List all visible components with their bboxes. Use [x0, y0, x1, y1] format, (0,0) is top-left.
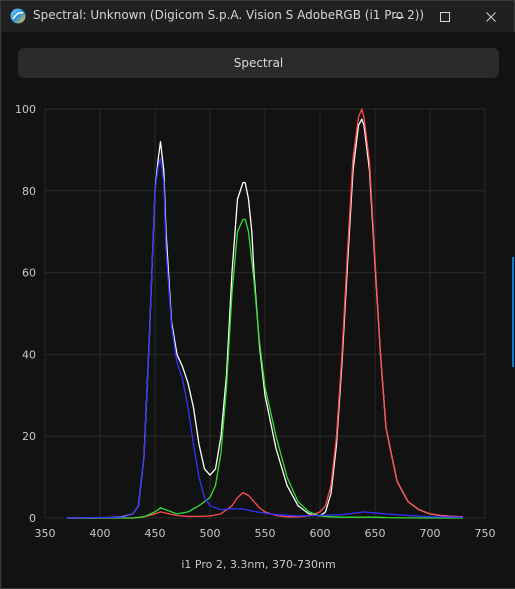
- displaycal-icon: [10, 8, 26, 24]
- x-tick-label: 600: [310, 527, 331, 540]
- content-area: Spectral 350 400 450 500 550 600 650 700 750 0 20 4…: [2, 32, 515, 588]
- y-tick-label: 20: [22, 430, 36, 443]
- minimize-icon: [394, 16, 404, 18]
- spectral-chart: 350 400 450 500 550 600 650 700 750 0 20 40 60 80 100: [15, 103, 496, 540]
- series-line-2: [67, 218, 463, 519]
- x-tick-label: 700: [420, 527, 441, 540]
- side-accent: [512, 257, 514, 367]
- chart-caption: i1 Pro 2, 3.3nm, 370-730nm: [181, 558, 336, 571]
- close-icon: [486, 11, 496, 22]
- y-tick-label: 80: [22, 185, 36, 198]
- maximize-button[interactable]: [422, 1, 468, 32]
- x-tick-label: 350: [35, 527, 56, 540]
- spectral-header-label: Spectral: [233, 56, 284, 70]
- x-tick-label: 650: [365, 527, 386, 540]
- window-title: Spectral: Unknown (Digicom S.p.A. Vision…: [33, 8, 425, 22]
- maximize-icon: [440, 11, 450, 22]
- y-tick-label: 100: [15, 103, 36, 116]
- x-tick-label: 550: [255, 527, 276, 540]
- spectral-header-button[interactable]: Spectral: [18, 48, 499, 78]
- x-tick-label: 400: [90, 527, 111, 540]
- close-button[interactable]: [468, 1, 514, 32]
- y-tick-label: 40: [22, 348, 36, 361]
- x-tick-label: 750: [475, 527, 496, 540]
- x-tick-label: 500: [200, 527, 221, 540]
- y-tick-label: 0: [29, 512, 36, 525]
- y-tick-label: 60: [22, 267, 36, 280]
- minimize-button[interactable]: [376, 1, 422, 32]
- series-line-3: [66, 157, 464, 519]
- title-bar[interactable]: Spectral: Unknown (Digicom S.p.A. Vision…: [1, 1, 514, 32]
- x-tick-label: 450: [145, 527, 166, 540]
